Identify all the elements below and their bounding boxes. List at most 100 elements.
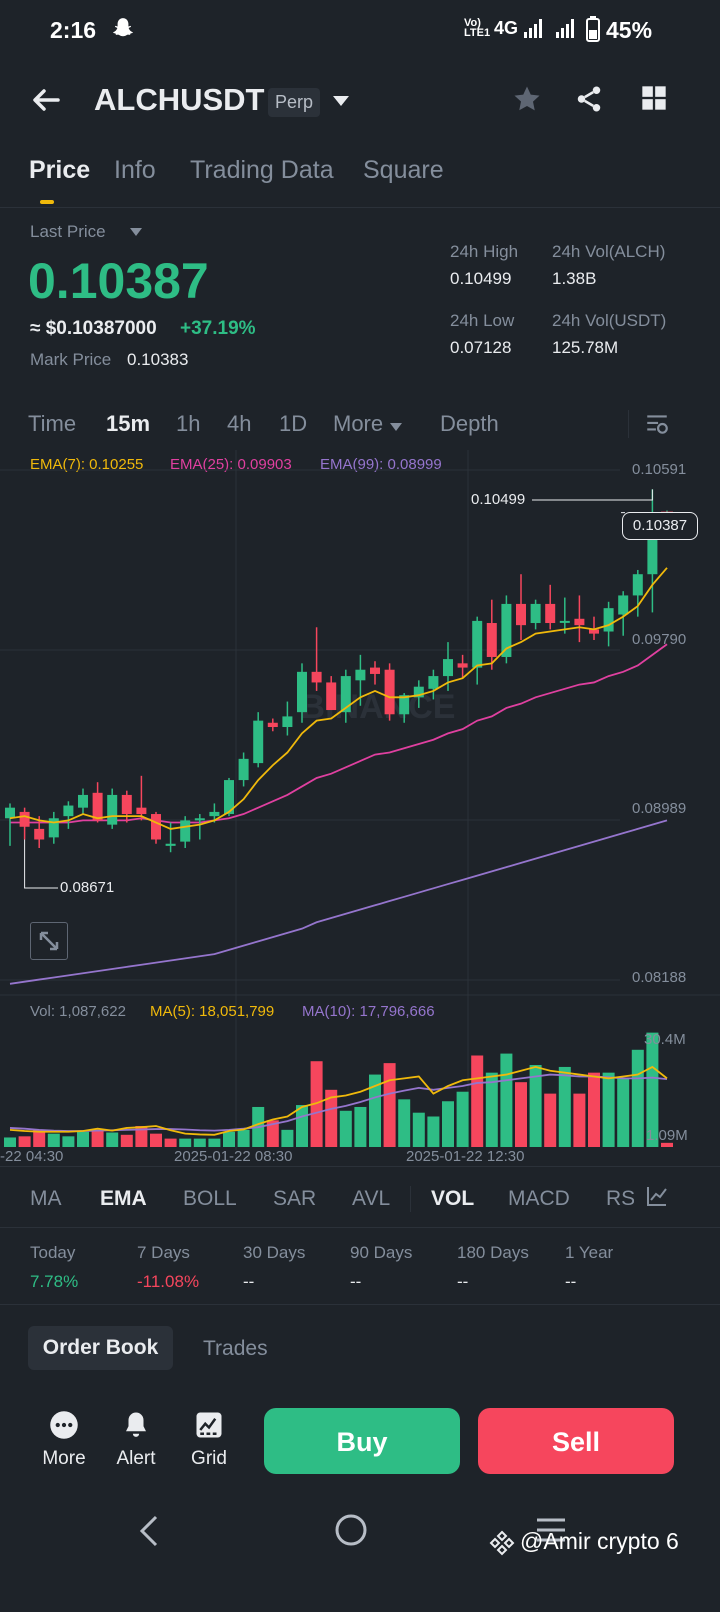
indicator-sar[interactable]: SAR: [273, 1187, 317, 1210]
candle-body: [136, 807, 147, 815]
timeframe-1h[interactable]: 1h: [176, 411, 201, 436]
share-icon[interactable]: [574, 84, 604, 119]
volume-bar: [179, 1138, 192, 1147]
candle-body: [428, 676, 439, 689]
grid-label: Grid: [191, 1448, 227, 1469]
tab-info[interactable]: Info: [114, 156, 156, 184]
volume-bar: [383, 1063, 396, 1147]
indicator-ma[interactable]: MA: [30, 1187, 62, 1210]
high-marker-label: 0.10499: [471, 491, 526, 508]
vol-usdt-label: 24h Vol(USDT): [552, 311, 667, 330]
tab-trading-data[interactable]: Trading Data: [190, 156, 334, 184]
price-chart[interactable]: BINANCE: [0, 450, 720, 1170]
candle-body: [457, 663, 468, 668]
timeframe-1d[interactable]: 1D: [279, 411, 308, 436]
perf-value: --: [565, 1272, 577, 1291]
favorite-star-icon[interactable]: [512, 84, 542, 119]
indicator-avl[interactable]: AVL: [352, 1187, 391, 1210]
perf-label: Today: [30, 1243, 76, 1262]
symbol-dropdown-icon[interactable]: [332, 94, 350, 112]
tab-trades[interactable]: Trades: [203, 1337, 268, 1360]
signal-icon-2: [554, 16, 578, 46]
last-price-label[interactable]: Last Price: [30, 222, 106, 241]
status-time: 2:16: [50, 17, 97, 43]
bell-icon: [126, 1412, 146, 1437]
ema25-label: EMA(25): 0.09903: [170, 456, 292, 473]
time-axis-label: -22 04:30: [0, 1148, 64, 1165]
indicator-vol[interactable]: VOL: [431, 1187, 475, 1210]
indicator-rsi[interactable]: RSI: [606, 1187, 634, 1210]
timeframe-time[interactable]: Time: [28, 411, 77, 436]
volume-bar: [485, 1072, 498, 1147]
system-home-icon[interactable]: [334, 1513, 368, 1547]
candle-body: [224, 780, 234, 815]
timeframe-depth[interactable]: Depth: [440, 411, 499, 436]
grid-bot-icon: [196, 1412, 222, 1438]
grid-button[interactable]: Grid: [184, 1410, 234, 1480]
volume-bar: [558, 1066, 571, 1147]
candle-body: [48, 818, 59, 838]
current-price-tag: 0.10387: [622, 512, 698, 540]
volume-bar: [4, 1137, 16, 1147]
snapchat-icon: [110, 16, 136, 48]
more-button[interactable]: More: [36, 1410, 92, 1480]
back-arrow-icon[interactable]: [30, 84, 62, 121]
indicator-boll[interactable]: BOLL: [183, 1187, 237, 1210]
main-tabs: Price Info Trading Data Square: [0, 148, 720, 208]
volume-bar: [106, 1132, 119, 1147]
sell-button[interactable]: Sell: [478, 1408, 674, 1474]
vol-alch-label: 24h Vol(ALCH): [552, 242, 666, 261]
bottom-action-bar: More Alert Grid Buy Sell: [0, 1390, 720, 1500]
volume-bar: [661, 1142, 673, 1147]
volume-bars: [4, 1032, 673, 1147]
candle-body: [384, 669, 395, 715]
volte-icon: Vo) LTE1: [464, 17, 491, 39]
alert-button[interactable]: Alert: [110, 1410, 162, 1480]
symbol-title[interactable]: ALCHUSDT: [94, 82, 265, 117]
volume-bar: [310, 1061, 323, 1147]
more-dropdown-icon[interactable]: [390, 419, 402, 437]
tab-square[interactable]: Square: [363, 156, 444, 184]
volume-bar: [120, 1134, 133, 1147]
indicator-settings-icon[interactable]: [645, 1184, 669, 1213]
volume-bar: [631, 1049, 644, 1147]
buy-button[interactable]: Buy: [264, 1408, 460, 1474]
chart-settings-icon[interactable]: [644, 411, 670, 442]
volume-bar: [471, 1055, 484, 1147]
volume-bar: [164, 1138, 177, 1147]
high-label: 24h High: [450, 242, 519, 261]
timeframe-15m[interactable]: 15m: [106, 411, 151, 436]
volume-bar: [412, 1112, 425, 1147]
perf-label: 180 Days: [457, 1243, 529, 1262]
system-recents-icon[interactable]: [534, 1515, 568, 1545]
candle-body: [121, 794, 132, 815]
mark-price-label: Mark Price: [30, 350, 112, 369]
timeframe-more[interactable]: More: [333, 411, 384, 436]
volume-bar: [339, 1110, 352, 1147]
price-axis-label: 0.10591: [632, 461, 687, 478]
tab-order-book[interactable]: Order Book: [28, 1326, 173, 1370]
candle-body: [501, 603, 512, 657]
candle-body: [399, 695, 410, 715]
candle-body: [78, 794, 88, 808]
network-type: 4G: [494, 18, 519, 38]
grid-layout-icon[interactable]: [640, 84, 668, 117]
active-tab-indicator: [40, 200, 54, 204]
last-price-dropdown-icon[interactable]: [130, 224, 142, 242]
high-value: 0.10499: [450, 269, 512, 288]
system-back-icon[interactable]: [134, 1514, 164, 1548]
indicator-macd[interactable]: MACD: [508, 1187, 570, 1210]
timeframe-4h[interactable]: 4h: [227, 411, 252, 436]
volume-legend: Vol: 1,087,622 MA(5): 18,051,799 MA(10):…: [0, 1001, 620, 1023]
candle-body: [63, 805, 74, 817]
indicator-ema[interactable]: EMA: [100, 1187, 147, 1210]
volume-bar: [325, 1089, 338, 1147]
ema99-line: [9, 819, 668, 985]
mark-price-value: 0.10383: [127, 350, 189, 369]
price-change: +37.19%: [180, 318, 256, 339]
candle-body: [647, 512, 658, 575]
alert-label: Alert: [116, 1448, 156, 1469]
candle-body: [413, 686, 424, 698]
expand-chart-button[interactable]: [30, 922, 68, 960]
tab-price[interactable]: Price: [29, 156, 91, 184]
